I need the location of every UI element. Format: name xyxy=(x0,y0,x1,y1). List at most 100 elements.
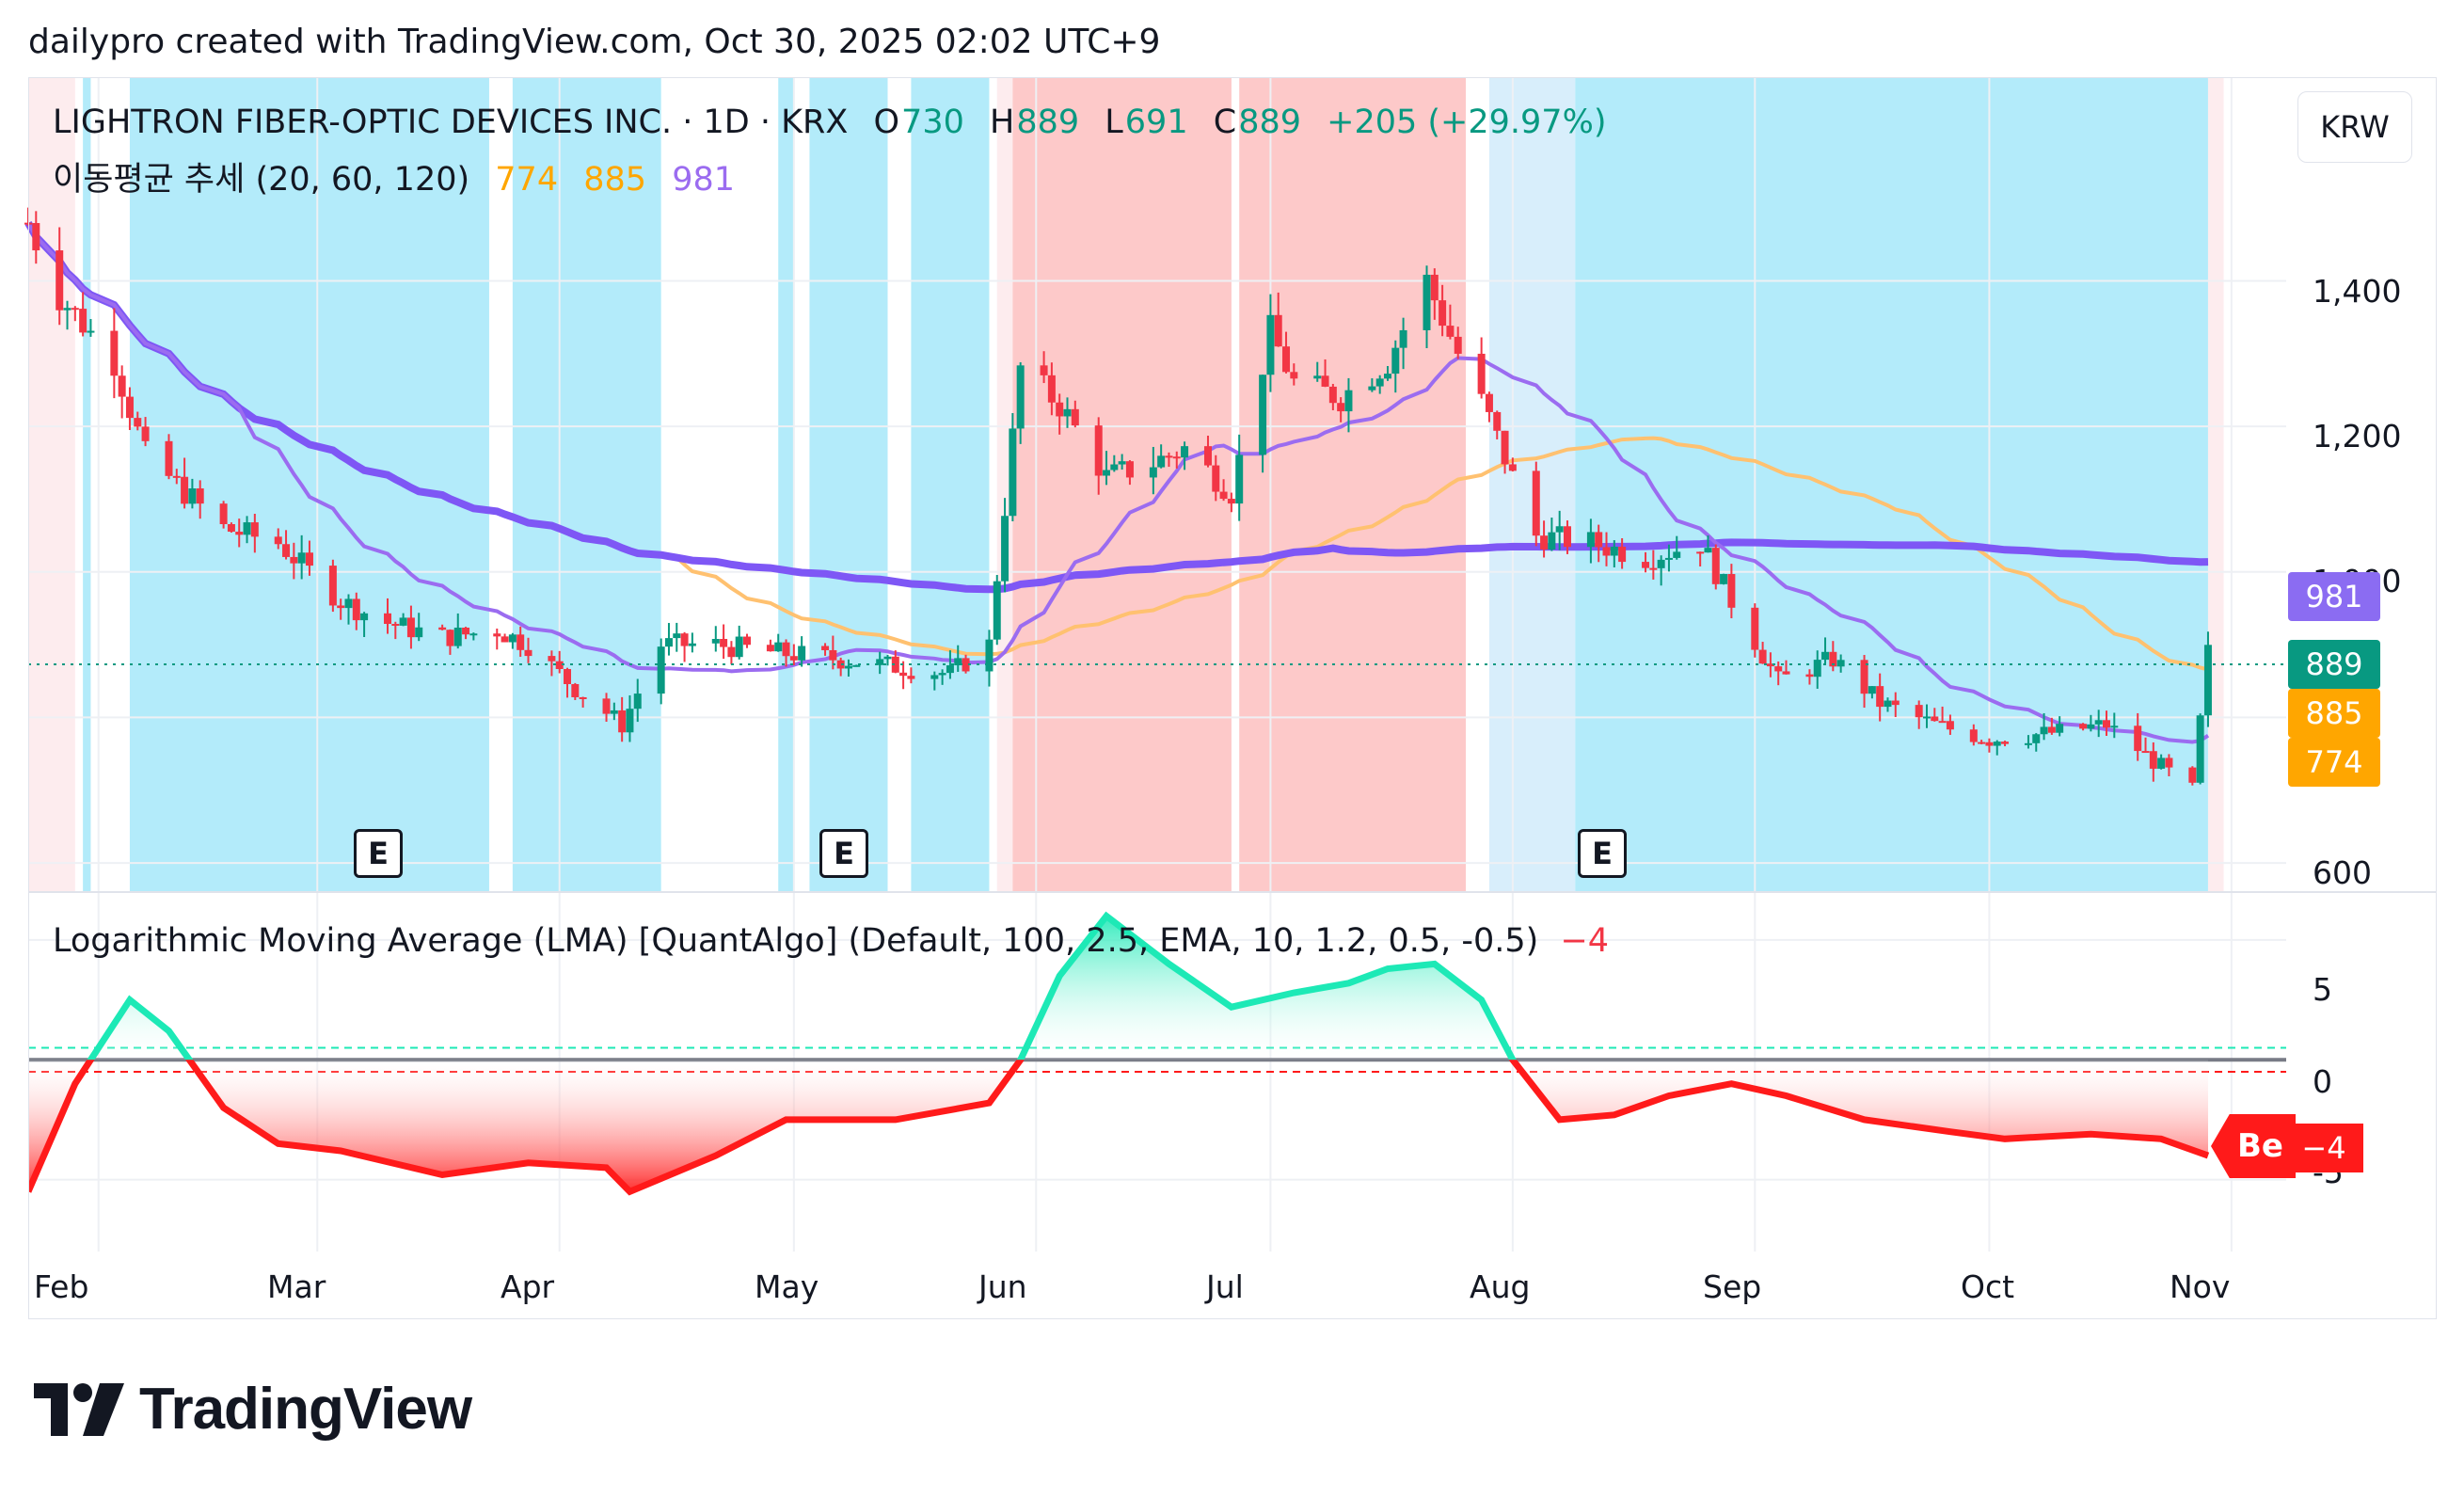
candle xyxy=(548,650,556,677)
candle-body xyxy=(1001,516,1009,582)
candle-body xyxy=(1266,314,1275,375)
candle-body xyxy=(1993,742,2001,746)
candle xyxy=(1922,704,1931,728)
candle xyxy=(1782,660,1790,675)
candle xyxy=(1181,441,1189,470)
time-axis-label-sep: Sep xyxy=(1703,1268,1762,1305)
candle xyxy=(2102,710,2110,737)
candlesticks xyxy=(24,207,2212,786)
candle xyxy=(125,387,134,431)
candle xyxy=(79,292,87,337)
earnings-marker-1[interactable]: E xyxy=(354,829,403,878)
candle xyxy=(1586,518,1595,564)
candle-body xyxy=(2165,757,2173,768)
candle-body xyxy=(1181,446,1189,458)
candle-body xyxy=(1493,411,1502,431)
candle xyxy=(2047,717,2056,735)
candle xyxy=(360,612,369,637)
candle-body xyxy=(899,672,908,677)
candle xyxy=(1219,479,1228,502)
candle xyxy=(1532,461,1540,547)
candle xyxy=(469,632,478,641)
chart-frame xyxy=(28,77,2437,1319)
candle-body xyxy=(1103,470,1111,476)
candle xyxy=(1235,434,1244,521)
lma-bear-tag: Bea xyxy=(2211,1114,2296,1178)
candle xyxy=(493,629,501,650)
candle-body xyxy=(876,659,884,665)
candle-body xyxy=(524,649,533,657)
candle-body xyxy=(782,642,790,657)
candle xyxy=(517,626,525,657)
candle xyxy=(1891,692,1900,717)
candle-body xyxy=(1673,551,1681,558)
candle-body xyxy=(2134,726,2142,752)
candle xyxy=(555,650,564,674)
candle xyxy=(2001,741,2010,747)
regime-zone-9 xyxy=(1012,77,1232,892)
candle xyxy=(165,434,173,480)
candle-body xyxy=(1454,336,1462,354)
candle xyxy=(1157,444,1166,469)
candle xyxy=(1931,708,1939,722)
candle-body xyxy=(688,643,696,646)
candle-body xyxy=(711,639,720,644)
candle-body xyxy=(564,668,572,685)
candle-body xyxy=(1563,526,1571,548)
candle-body xyxy=(1586,532,1595,548)
time-axis-label-jul: Jul xyxy=(1206,1268,1244,1305)
candle xyxy=(602,693,611,722)
candle-body xyxy=(305,552,313,566)
candle-body xyxy=(141,426,150,441)
candle xyxy=(2203,631,2212,727)
candle-body xyxy=(548,656,556,662)
candle-body xyxy=(930,675,939,679)
candle-body xyxy=(2157,757,2166,769)
candle-body xyxy=(79,309,87,333)
candle xyxy=(610,702,618,721)
candle-body xyxy=(1915,705,1923,718)
candle xyxy=(1876,673,1884,722)
price-axis-label-600: 600 xyxy=(2313,854,2372,891)
candle-body xyxy=(657,646,665,694)
candle xyxy=(1751,603,1759,658)
candle xyxy=(1602,532,1611,566)
candle-body xyxy=(2196,715,2204,783)
candle-body xyxy=(985,639,994,672)
regime-zone-11 xyxy=(1488,77,1576,892)
candle-body xyxy=(134,418,142,427)
candle xyxy=(1508,457,1517,472)
chart-caption: dailypro created with TradingView.com, O… xyxy=(28,23,1161,61)
candle xyxy=(337,598,345,620)
candle xyxy=(1805,669,1814,685)
candle xyxy=(2196,713,2204,785)
candle xyxy=(2188,766,2197,786)
candle-body xyxy=(1774,666,1783,672)
candle-body xyxy=(1157,455,1166,468)
candle-body xyxy=(1259,375,1267,455)
currency-button[interactable]: KRW xyxy=(2297,91,2412,163)
candle-body xyxy=(555,661,564,669)
candle xyxy=(384,598,392,634)
earnings-marker-2[interactable]: E xyxy=(819,829,868,878)
candle-body xyxy=(946,665,954,674)
ma60-price-tag: 885 xyxy=(2288,689,2380,738)
candle-body xyxy=(2188,767,2197,783)
candle-body xyxy=(1439,300,1447,327)
candle xyxy=(2079,723,2088,731)
candle xyxy=(985,630,994,687)
candle xyxy=(415,613,423,642)
candle-body xyxy=(774,642,783,652)
candle-body xyxy=(2032,734,2041,743)
tradingview-logo[interactable]: TradingView xyxy=(34,1376,472,1443)
candle xyxy=(836,657,845,677)
candle-body xyxy=(1649,567,1658,570)
candle-body xyxy=(1212,465,1220,492)
candle-body xyxy=(181,476,189,504)
earnings-marker-3[interactable]: E xyxy=(1578,829,1627,878)
candle xyxy=(844,659,852,678)
low-value: 691 xyxy=(1124,104,1188,141)
candle-body xyxy=(633,694,642,710)
candle-body xyxy=(1836,660,1845,667)
